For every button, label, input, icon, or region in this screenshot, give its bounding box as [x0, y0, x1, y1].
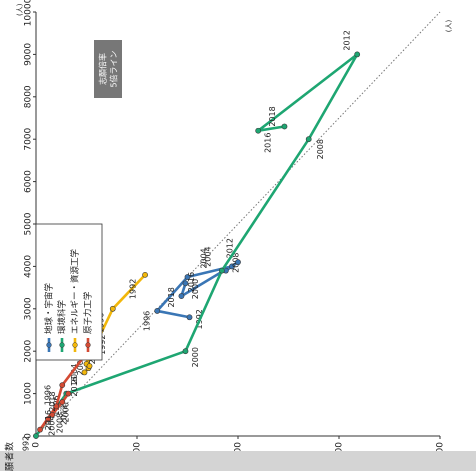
data-point [186, 314, 193, 321]
data-point [255, 127, 262, 134]
y-tick-label: 0 [32, 442, 42, 448]
data-point [59, 399, 66, 405]
legend: 地球・宇宙学 環境科学 エネルギー・資源工学 原子力工学 [35, 223, 103, 361]
data-point [235, 259, 241, 266]
data-point [86, 363, 93, 369]
x-tick-label: 5000 [24, 212, 34, 235]
point-year-label: 2012 [226, 238, 235, 258]
data-point [45, 416, 52, 422]
x-tick-label: 8000 [24, 85, 34, 108]
x-axis-unit: (人) [16, 3, 24, 16]
data-point [49, 411, 56, 418]
data-point [182, 280, 189, 287]
data-point [53, 403, 60, 410]
legend-marker [46, 342, 52, 348]
series-line [155, 260, 240, 319]
data-point [305, 136, 312, 143]
data-point [229, 263, 235, 270]
data-point [178, 293, 185, 299]
point-year-label: 1992 [98, 335, 107, 355]
data-point [281, 123, 288, 130]
x-tick-label: 7000 [24, 127, 34, 150]
point-year-label: 2004 [199, 248, 208, 268]
x-tick-label: 1000 [24, 382, 34, 405]
point-year-label: 2004 [203, 246, 212, 266]
legend-label: エネルギー・資源工学 [70, 248, 81, 334]
point-year-label: 2012 [60, 405, 69, 425]
series-line [34, 53, 359, 437]
x-tick-label: 3000 [24, 297, 34, 320]
axes-group: 0100020003000400050006000700080009000100… [16, 0, 453, 465]
y-tick-label: 500 [133, 442, 143, 459]
point-year-label: 2018 [167, 287, 176, 307]
data-point [81, 369, 88, 376]
point-year-label: 2004 [48, 415, 57, 435]
data-point [33, 433, 39, 439]
data-point [65, 390, 72, 397]
data-point [354, 51, 361, 58]
point-year-label: 2016 [70, 376, 79, 396]
legend-item: 環境科学 [57, 299, 68, 352]
point-year-label: 2008 [316, 139, 325, 159]
data-point [182, 348, 189, 355]
axis-titles: 志願者数 [0, 441, 476, 475]
data-point [37, 426, 43, 433]
legend-marker [85, 342, 91, 348]
legend-label: 原子力工学 [83, 291, 94, 334]
x-tick-label: 2000 [24, 339, 34, 362]
point-year-label: 1996 [44, 385, 53, 405]
x-axis-title: 志願者数 [4, 441, 16, 471]
x-tick-label: 0 [24, 433, 34, 439]
data-point [59, 382, 66, 389]
data-point [218, 267, 225, 274]
point-year-label: 2016 [44, 410, 53, 430]
point-year-label: 2000 [191, 279, 200, 299]
legend-label: 地球・宇宙学 [44, 282, 55, 334]
legend-marker [72, 342, 78, 348]
x-tick-label: 4000 [24, 255, 34, 278]
point-year-label: 2012 [343, 30, 352, 50]
data-point [154, 308, 161, 314]
x-tick-label: 9000 [24, 43, 34, 66]
data-point [184, 274, 191, 280]
point-year-label: 2016 [187, 272, 196, 292]
point-year-label: 2018 [268, 106, 277, 126]
point-year-label: 2004 [70, 364, 79, 384]
x-tick-label: 6000 [24, 170, 34, 193]
y-axis-unit: (人) [445, 20, 453, 33]
legend-marker [59, 342, 65, 348]
reference-line-label: 5倍ライン [109, 50, 119, 87]
point-year-label: 2016 [264, 133, 273, 153]
x-axis-title-bar [0, 451, 476, 471]
x-tick-label: 10000 [24, 0, 34, 26]
point-year-label: 1996 [143, 311, 152, 331]
legend-item: 原子力工学 [83, 291, 94, 352]
legend-label: 環境科学 [57, 299, 68, 334]
point-year-label: 1992 [129, 279, 138, 299]
data-point [109, 305, 116, 312]
reference-line-label-box [94, 40, 122, 98]
point-year-label: 2000 [76, 355, 85, 375]
point-year-label: 1992 [22, 436, 31, 456]
point-year-label: 2000 [62, 402, 71, 422]
legend-item: エネルギー・資源工学 [70, 248, 81, 352]
point-year-label: 2018 [48, 391, 57, 411]
reference-line-label: 志願倍率 [98, 53, 108, 85]
point-year-label: 2008 [56, 413, 65, 433]
data-point [142, 271, 148, 278]
point-year-label: 2000 [191, 347, 200, 367]
legend-box [35, 223, 103, 361]
legend-item: 地球・宇宙学 [44, 282, 55, 352]
reference-line-group: 志願倍率 5倍ライン [35, 11, 441, 437]
